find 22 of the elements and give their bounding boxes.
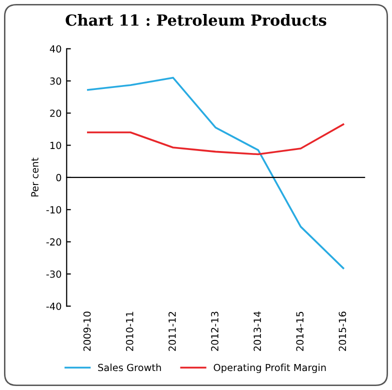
line-series (87, 76, 344, 270)
x-tick-label: 2015-16 (338, 312, 346, 351)
x-tick-label: 2009-10 (83, 312, 91, 351)
x-tick-label: 2014-15 (296, 312, 304, 351)
y-tick-label: -10 (46, 206, 62, 214)
x-tick-label: 2013-14 (254, 312, 261, 351)
y-axis-title: Per cent (31, 158, 38, 196)
x-tick-label: 2012-13 (211, 312, 218, 351)
y-tick-label: 40 (50, 45, 62, 53)
legend-label: Sales Growth (98, 364, 161, 372)
y-tick-label: -20 (46, 238, 62, 246)
y-tick-label: 30 (50, 77, 62, 85)
y-tick-label: -40 (46, 302, 62, 310)
y-tick-label: 0 (56, 174, 62, 182)
chart-title: Chart 11 : Petroleum Products (66, 14, 326, 26)
line-series (87, 123, 344, 156)
y-tick-label: 10 (50, 142, 62, 150)
x-tick-label: 2010-11 (126, 312, 134, 351)
y-tick-label: -30 (46, 270, 62, 278)
y-tick-label: 20 (50, 110, 62, 117)
legend-label: Operating Profit Margin (214, 364, 326, 374)
x-tick-label: 2011-12 (168, 312, 176, 351)
